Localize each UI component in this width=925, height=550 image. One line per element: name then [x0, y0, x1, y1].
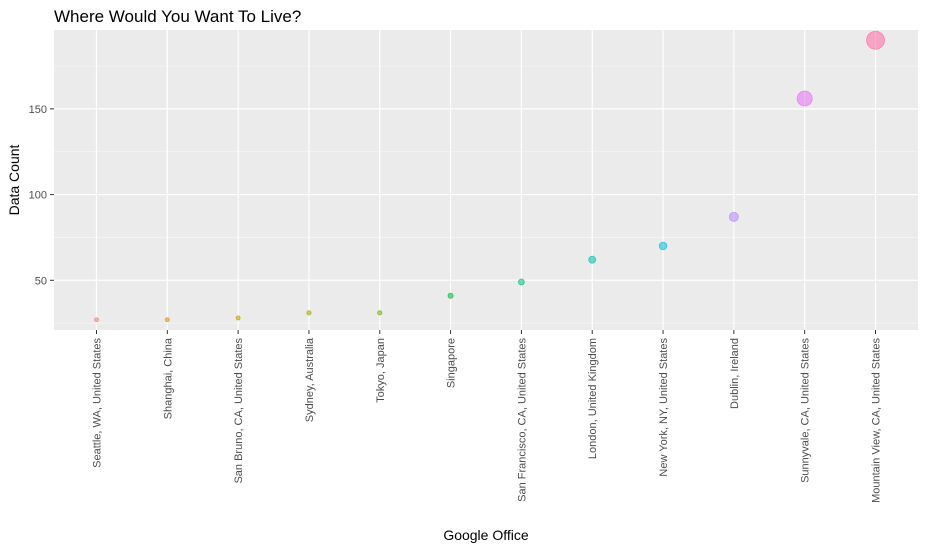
data-point — [866, 30, 885, 50]
y-axis-title: Data Count — [6, 144, 22, 215]
x-axis-title: Google Office — [443, 527, 529, 543]
x-tick-label: San Bruno, CA, United States — [233, 338, 245, 484]
data-point — [518, 278, 525, 286]
x-tick-label: Shanghai, China — [162, 337, 174, 419]
data-point — [94, 317, 99, 323]
data-point — [796, 90, 813, 107]
data-point — [658, 241, 668, 251]
x-tick-label: Sydney, Australia — [304, 337, 316, 422]
data-point — [728, 211, 739, 222]
x-tick-label: Singapore — [446, 338, 458, 388]
y-tick-label: 150 — [29, 104, 47, 116]
data-point — [235, 315, 241, 321]
y-tick-label: 50 — [35, 275, 47, 287]
x-tick-label: San Francisco, CA, United States — [516, 338, 528, 502]
x-tick-label: Mountain View, CA, United States — [871, 338, 883, 503]
x-tick-label: Tokyo, Japan — [375, 338, 387, 403]
data-points — [94, 30, 885, 323]
data-point — [306, 310, 312, 316]
plot-panel — [54, 30, 918, 330]
x-tick-label: London, United Kingdom — [587, 338, 599, 459]
x-tick-label: Dublin, Ireland — [729, 338, 741, 409]
x-tick-label: Sunnyvale, CA, United States — [800, 338, 812, 483]
x-tick-label: New York, NY, United States — [658, 338, 670, 477]
x-tick-label: Seattle, WA, United States — [91, 338, 103, 468]
x-axis: Seattle, WA, United States Shanghai, Chin… — [91, 330, 883, 503]
chart-title: Where Would You Want To Live? — [54, 7, 301, 26]
data-point — [588, 255, 597, 264]
data-point — [377, 310, 383, 316]
y-axis: 50 100 150 — [29, 104, 54, 287]
y-tick-label: 100 — [29, 190, 47, 202]
data-point — [447, 292, 454, 299]
data-point — [164, 317, 170, 323]
